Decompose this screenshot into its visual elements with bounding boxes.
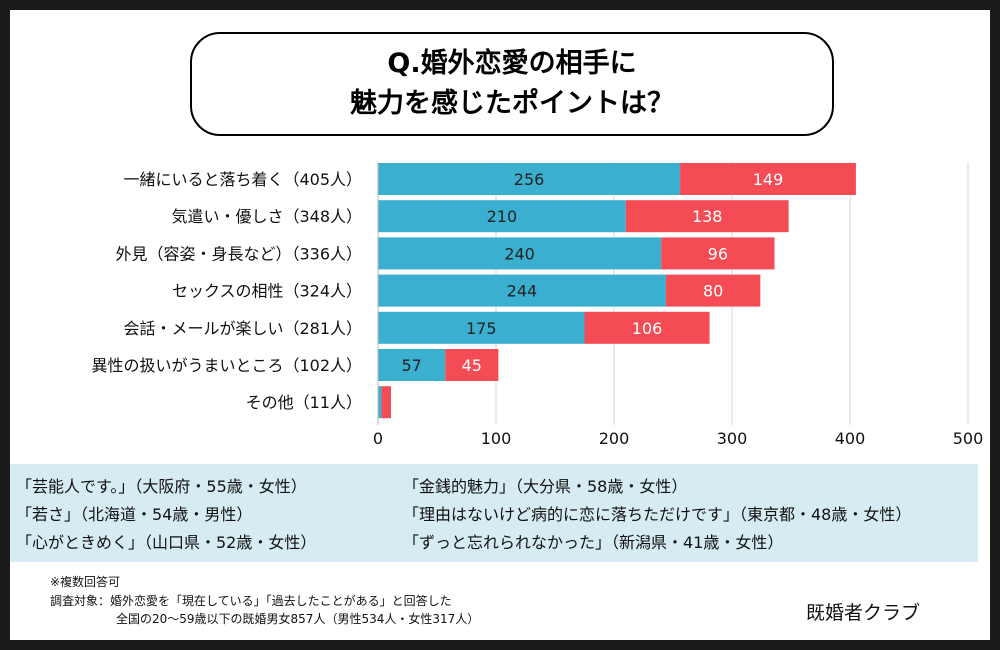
- bar-segment-red: [584, 311, 710, 344]
- category-label: その他（11人）: [246, 393, 362, 412]
- x-tick-label: 100: [481, 429, 512, 448]
- category-label: 外見（容姿・身長など）（336人）: [115, 244, 362, 263]
- bar-segment-blue: [378, 274, 666, 307]
- bar-segment-red: [680, 163, 856, 195]
- bar-segment-red: [665, 274, 761, 307]
- bar-segment-blue: [378, 386, 382, 419]
- bar-segment-blue: [378, 237, 662, 270]
- bar-value-label: 45: [462, 356, 482, 375]
- category-label: 異性の扱いがうまいところ（102人）: [91, 356, 362, 375]
- title-box: Q.婚外恋愛の相手に 魅力を感じたポイントは？: [190, 32, 834, 136]
- note-multiple-answers: ※複数回答可: [50, 575, 121, 589]
- bar-value-label: 138: [692, 207, 723, 226]
- stacked-bar-chart: 0 100 200 300 400 500 一緒にいると落ち着く（405人） 256 149 気遣…: [91, 162, 984, 448]
- quote-item: 「若さ」（北海道・54歳・男性）: [16, 505, 253, 524]
- category-label: 一緒にいると落ち着く（405人）: [123, 170, 362, 189]
- brand-name: 既婚者クラブ: [806, 602, 921, 624]
- category-label: 気遣い・優しさ（348人）: [171, 207, 362, 226]
- bar-segment-blue: [378, 200, 626, 233]
- bar-value-label: 210: [487, 207, 518, 226]
- quotes-box: 「芸能人です。」（大阪府・55歳・女性） 「若さ」（北海道・54歳・男性） 「心…: [10, 464, 978, 562]
- bar-segment-blue: [378, 311, 585, 344]
- bar-value-label: 80: [703, 282, 723, 301]
- bar-segment-red: [661, 237, 775, 270]
- bar-segment-red: [445, 349, 499, 381]
- bar-segment-red: [381, 386, 391, 419]
- x-tick-label: 200: [599, 429, 630, 448]
- x-tick-label: 500: [953, 429, 984, 448]
- bar-segment-blue: [378, 349, 446, 381]
- quote-item: 「理由はないけど病的に恋に落ちただけです」（東京都・48歳・女性）: [403, 505, 912, 524]
- x-tick-label: 300: [717, 429, 748, 448]
- x-tick-label: 400: [835, 429, 866, 448]
- infographic-card: Q.婚外恋愛の相手に 魅力を感じたポイントは？ 0 100 200 300 400 500…: [10, 10, 990, 640]
- title-line-2: 魅力を感じたポイントは？: [350, 88, 674, 119]
- quote-item: 「ずっと忘れられなかった」（新潟県・41歳・女性）: [403, 533, 784, 552]
- bar-value-label: 149: [753, 170, 784, 189]
- quote-item: 「心がときめく」（山口県・52歳・女性）: [16, 533, 317, 552]
- note-survey-population: 全国の20〜59歳以下の既婚男女857人（男性534人・女性317人）: [116, 612, 480, 626]
- bar-segment-blue: [378, 163, 681, 195]
- bar-segment-red: [625, 200, 789, 233]
- bar-value-label: 175: [466, 319, 497, 338]
- bar-value-label: 96: [708, 244, 728, 263]
- bar-value-label: 57: [401, 356, 421, 375]
- bar-value-label: 244: [507, 282, 538, 301]
- x-tick-label: 0: [373, 429, 383, 448]
- quote-item: 「金銭的魅力」（大分県・58歳・女性）: [403, 477, 688, 496]
- category-label: セックスの相性（324人）: [172, 282, 362, 301]
- bar-value-label: 256: [514, 170, 545, 189]
- title-line-1: Q.婚外恋愛の相手に: [387, 48, 637, 79]
- note-survey-subject: 調査対象：婚外恋愛を「現在している」「過去したことがある」と回答した: [50, 594, 452, 608]
- category-label: 会話・メールが楽しい（281人）: [123, 319, 362, 338]
- bar-value-label: 240: [504, 244, 535, 263]
- bar-value-label: 106: [632, 319, 663, 338]
- quote-item: 「芸能人です。」（大阪府・55歳・女性）: [16, 477, 307, 496]
